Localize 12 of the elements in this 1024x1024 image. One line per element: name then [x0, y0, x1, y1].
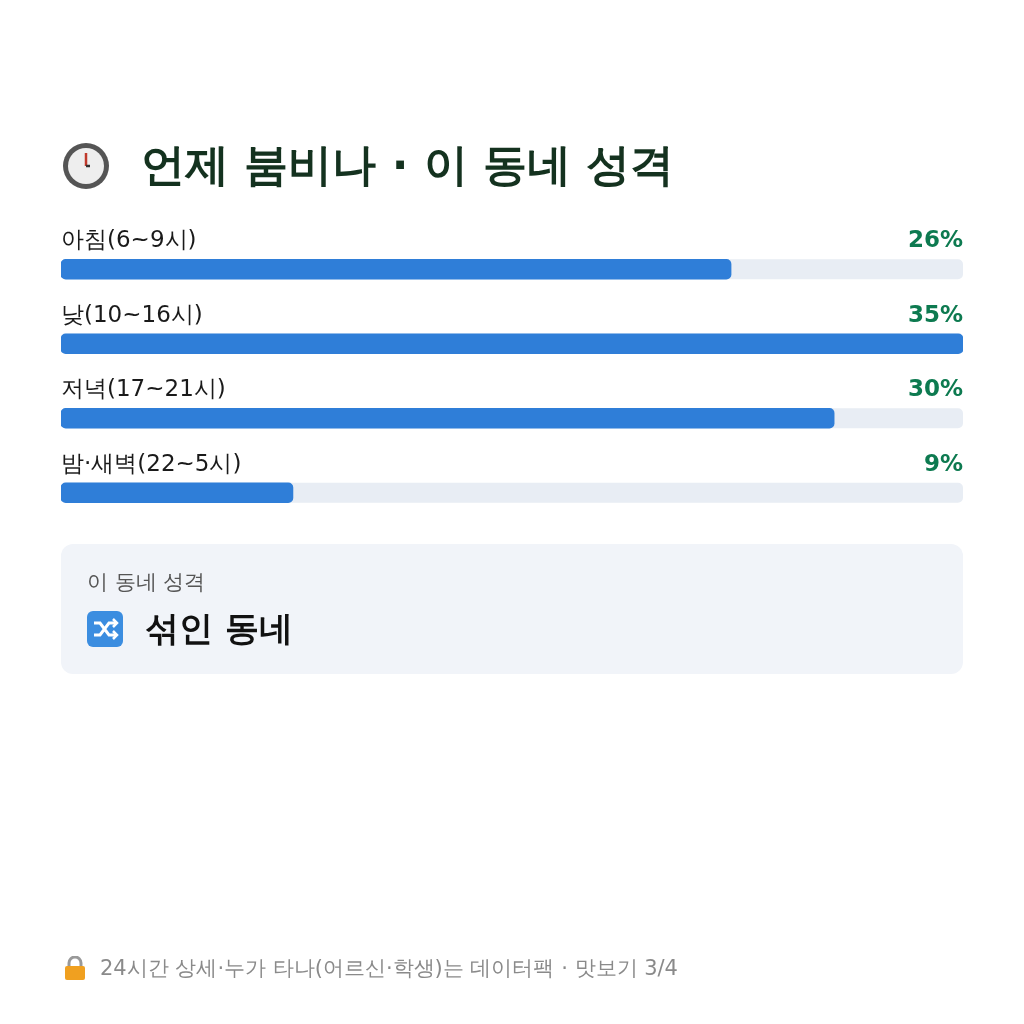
chart-title: 언제 붐비나 · 이 동네 성격 [141, 138, 675, 192]
y-tick-label: 밤·새벽(22~5시) [61, 449, 242, 476]
data-label: 35% [907, 300, 963, 327]
text: 24시간 상세·누가 타나(어르신·학생)는 데이터팩 · 맛보기 3/4 [100, 955, 678, 982]
y-tick-label: 아침(6~9시) [61, 226, 197, 253]
y-tick-label: 낮(10~16시) [61, 300, 203, 327]
y-tick-label: 저녁(17~21시) [61, 375, 226, 402]
text: 이 동네 성격 [87, 569, 206, 596]
data-label: 26% [907, 226, 963, 253]
data-label: 30% [907, 375, 963, 402]
text: 섞인 동네 [145, 607, 293, 650]
data-label: 9% [923, 449, 963, 476]
